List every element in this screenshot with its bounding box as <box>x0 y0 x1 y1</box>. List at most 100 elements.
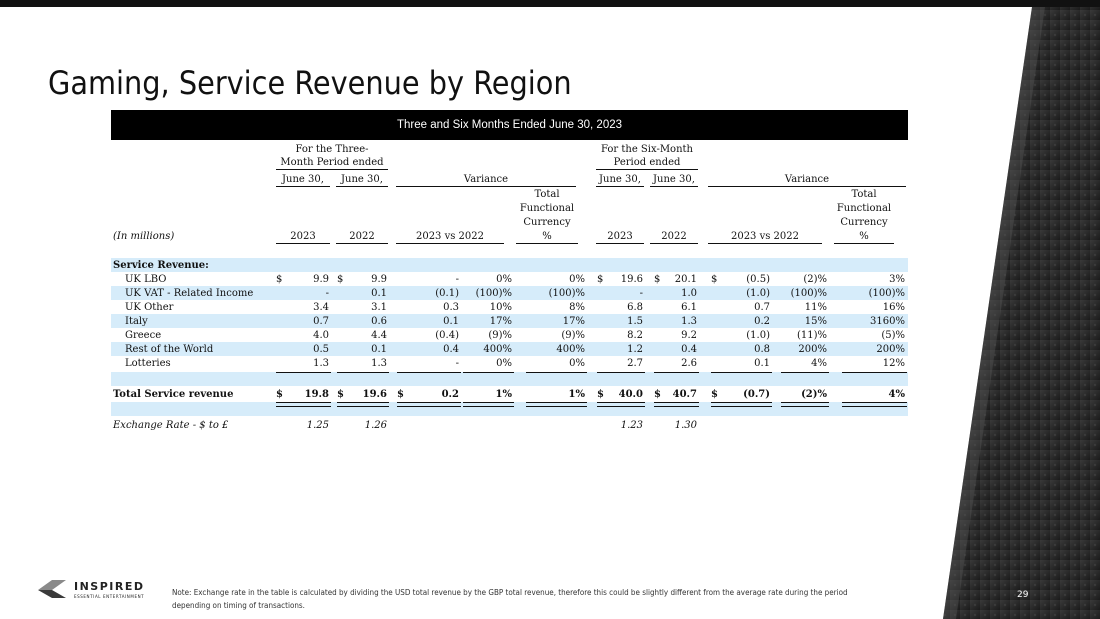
band-spacer <box>111 372 908 386</box>
row-6-c6: 2.7 <box>627 358 643 369</box>
year-2023-header-1: 2023 <box>276 230 330 244</box>
row-2-label: UK Other <box>125 302 174 313</box>
vs-header-2: 2023 vs 2022 <box>708 230 822 244</box>
row-0-c4: 0% <box>496 274 512 285</box>
row-6-c4: 0% <box>496 358 512 369</box>
tfc-header-2-l2: Functional <box>836 203 892 214</box>
total-c3: 0.2 <box>441 389 459 400</box>
row-6-c3: - <box>455 358 459 369</box>
inspired-logo-icon <box>38 580 66 598</box>
row-0-c7: 20.1 <box>674 274 697 285</box>
total-double-rule-6 <box>654 402 699 407</box>
total-double-rule-8 <box>781 402 829 407</box>
june30-header-3: June 30, <box>596 173 644 187</box>
subtotal-rule-9 <box>842 372 907 373</box>
row-6-label: Lotteries <box>125 358 171 369</box>
row-0-c7-dollar: $ <box>654 274 661 285</box>
total-double-rule-5 <box>597 402 645 407</box>
total-c1: 19.8 <box>304 389 329 400</box>
row-4-c1: 4.0 <box>313 330 329 341</box>
row-2-c8: 0.7 <box>754 302 770 313</box>
row-5-c8: 0.8 <box>754 344 770 355</box>
row-0-c6: 19.6 <box>620 274 643 285</box>
six-month-header-l2: Period ended <box>596 156 698 170</box>
page-number: 29 <box>1017 590 1029 600</box>
total-c8: (0.7) <box>743 389 770 400</box>
row-0-c10: 3% <box>889 274 905 285</box>
band-row-6 <box>111 342 908 356</box>
row-3-c10: 3160% <box>870 316 905 327</box>
row-3-c9: 15% <box>804 316 827 327</box>
row-4-c6: 8.2 <box>627 330 643 341</box>
row-1-label: UK VAT - Related Income <box>125 288 254 299</box>
total-c3-dollar: $ <box>397 389 404 400</box>
three-month-header-l1: For the Three- <box>295 144 369 155</box>
row-2-c1: 3.4 <box>313 302 329 313</box>
tfc-header-2-l1: Total <box>851 189 877 200</box>
top-bar <box>0 0 1100 7</box>
row-2-c5: 8% <box>569 302 585 313</box>
row-2-c4: 10% <box>489 302 512 313</box>
subtotal-rule-2 <box>397 372 461 373</box>
row-4-c8: (1.0) <box>746 330 770 341</box>
row-6-c2: 1.3 <box>371 358 387 369</box>
row-3-c5: 17% <box>562 316 585 327</box>
logo-name: INSPIRED <box>74 580 145 593</box>
subtotal-rule-4 <box>526 372 587 373</box>
row-0-c8-dollar: $ <box>711 274 718 285</box>
subtotal-rule-8 <box>781 372 829 373</box>
exchange-c6: 1.23 <box>620 420 643 431</box>
row-5-label: Rest of the World <box>125 344 214 355</box>
row-0-c8: (0.5) <box>746 274 770 285</box>
total-c5: 1% <box>568 389 585 400</box>
row-4-c3: (0.4) <box>435 330 459 341</box>
row-1-c7: 1.0 <box>681 288 697 299</box>
total-c9: (2)% <box>801 389 827 400</box>
variance-header-1: Variance <box>396 173 576 187</box>
row-3-c3: 0.1 <box>443 316 459 327</box>
row-0-c9: (2)% <box>803 274 827 285</box>
row-2-c7: 6.1 <box>681 302 697 313</box>
subtotal-rule-6 <box>654 372 699 373</box>
tfc-pct-header-1: % <box>516 230 578 244</box>
year-2023-header-2: 2023 <box>596 230 644 244</box>
exchange-c2: 1.26 <box>364 420 387 431</box>
row-0-c2-dollar: $ <box>337 274 344 285</box>
row-4-c5: (9)% <box>561 330 585 341</box>
total-c7: 40.7 <box>672 389 697 400</box>
row-1-c2: 0.1 <box>371 288 387 299</box>
june30-header-4: June 30, <box>650 173 698 187</box>
total-c8-dollar: $ <box>711 389 718 400</box>
row-1-c10: (100)% <box>868 288 905 299</box>
row-3-c7: 1.3 <box>681 316 697 327</box>
row-3-c6: 1.5 <box>627 316 643 327</box>
subtotal-rule-5 <box>597 372 645 373</box>
june30-header-2: June 30, <box>336 173 388 187</box>
row-0-label: UK LBO <box>125 274 167 285</box>
row-6-c1: 1.3 <box>313 358 329 369</box>
row-1-c5: (100)% <box>548 288 585 299</box>
row-4-c4: (9)% <box>488 330 512 341</box>
row-2-c6: 6.8 <box>627 302 643 313</box>
row-1-c4: (100)% <box>475 288 512 299</box>
total-c6-dollar: $ <box>597 389 604 400</box>
tfc-header-2-l3: Currency <box>840 217 888 228</box>
row-5-c3: 0.4 <box>443 344 459 355</box>
row-5-c10: 200% <box>876 344 905 355</box>
row-5-c1: 0.5 <box>313 344 329 355</box>
tfc-header-1-l3: Currency <box>523 217 571 228</box>
subtotal-rule-0 <box>276 372 331 373</box>
row-3-c8: 0.2 <box>754 316 770 327</box>
row-2-c10: 16% <box>882 302 905 313</box>
total-double-rule-1 <box>337 402 389 407</box>
subtotal-rule-3 <box>463 372 514 373</box>
total-c4: 1% <box>495 389 512 400</box>
total-c6: 40.0 <box>618 389 643 400</box>
row-1-c8: (1.0) <box>746 288 770 299</box>
row-1-c1: - <box>325 288 329 299</box>
row-4-label: Greece <box>125 330 162 341</box>
panel-edge <box>943 7 1045 619</box>
total-c10: 4% <box>888 389 905 400</box>
year-2022-header-2: 2022 <box>650 230 698 244</box>
row-4-c9: (11)% <box>796 330 827 341</box>
